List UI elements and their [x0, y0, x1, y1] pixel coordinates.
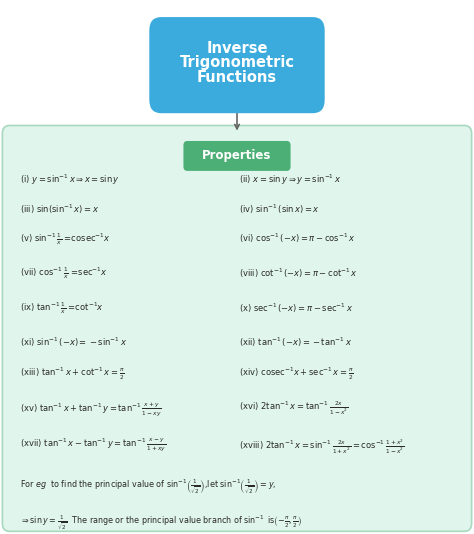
- Text: (i) $y = \sin^{-1}x \Rightarrow x = \sin y$: (i) $y = \sin^{-1}x \Rightarrow x = \sin…: [20, 173, 120, 187]
- Text: Properties: Properties: [202, 150, 272, 162]
- Text: (vi) $\cos^{-1}(-x) = \pi - \cos^{-1}x$: (vi) $\cos^{-1}(-x) = \pi - \cos^{-1}x$: [239, 232, 356, 245]
- Text: (iv) $\sin^{-1}(\sin x) = x$: (iv) $\sin^{-1}(\sin x) = x$: [239, 202, 320, 216]
- Text: (iii) $\sin(\sin^{-1}x) = x$: (iii) $\sin(\sin^{-1}x) = x$: [20, 202, 99, 216]
- Text: (xiii) $\tan^{-1}x + \cot^{-1}x = \frac{\pi}{2}$: (xiii) $\tan^{-1}x + \cot^{-1}x = \frac{…: [20, 365, 125, 382]
- Text: For $eg$  to find the principal value of $\sin^{-1}\!\left(\frac{1}{\sqrt{2}}\ri: For $eg$ to find the principal value of …: [20, 477, 276, 496]
- FancyBboxPatch shape: [149, 17, 325, 113]
- Text: (xv) $\tan^{-1}x + \tan^{-1}y = \tan^{-1}\frac{x+y}{1-xy}$: (xv) $\tan^{-1}x + \tan^{-1}y = \tan^{-1…: [20, 400, 162, 418]
- Text: (xvii) $\tan^{-1}x - \tan^{-1}y = \tan^{-1}\frac{x-y}{1+xy}$: (xvii) $\tan^{-1}x - \tan^{-1}y = \tan^{…: [20, 437, 166, 454]
- Text: (xvi) $2\tan^{-1}x = \tan^{-1}\frac{2x}{1-x^2}$: (xvi) $2\tan^{-1}x = \tan^{-1}\frac{2x}{…: [239, 400, 349, 418]
- Text: (ix) $\tan^{-1}\frac{1}{x}$ =cot$^{-1}x$: (ix) $\tan^{-1}\frac{1}{x}$ =cot$^{-1}x$: [20, 301, 104, 316]
- Text: (xi) $\sin^{-1}(-x) = -\sin^{-1}x$: (xi) $\sin^{-1}(-x) = -\sin^{-1}x$: [20, 336, 127, 349]
- Text: (xviii) $2\tan^{-1}x{=}\sin^{-1}\frac{2x}{1+x^2}{=}\cos^{-1}\frac{1+x^2}{1-x^2}$: (xviii) $2\tan^{-1}x{=}\sin^{-1}\frac{2x…: [239, 437, 405, 456]
- Text: Inverse: Inverse: [206, 41, 268, 56]
- Text: Functions: Functions: [197, 70, 277, 85]
- Text: (xii) $\tan^{-1}(-x) = -\tan^{-1}x$: (xii) $\tan^{-1}(-x) = -\tan^{-1}x$: [239, 336, 352, 349]
- Text: (vii) $\cos^{-1}\frac{1}{x}$ =sec$^{-1}x$: (vii) $\cos^{-1}\frac{1}{x}$ =sec$^{-1}x…: [20, 266, 108, 281]
- FancyBboxPatch shape: [183, 141, 291, 171]
- Text: (viii) $\cot^{-1}(-x) = \pi - \cot^{-1}x$: (viii) $\cot^{-1}(-x) = \pi - \cot^{-1}x…: [239, 266, 358, 280]
- Text: (ii) $x = \sin y \Rightarrow y = \sin^{-1}x$: (ii) $x = \sin y \Rightarrow y = \sin^{-…: [239, 173, 342, 187]
- Text: (xiv) cosec$^{-1}x + \sec^{-1}x = \frac{\pi}{2}$: (xiv) cosec$^{-1}x + \sec^{-1}x = \frac{…: [239, 365, 354, 382]
- Text: (x) $\sec^{-1}(-x) = \pi - \sec^{-1}x$: (x) $\sec^{-1}(-x) = \pi - \sec^{-1}x$: [239, 301, 354, 315]
- Text: Trigonometric: Trigonometric: [180, 55, 294, 70]
- FancyBboxPatch shape: [2, 125, 472, 531]
- Text: (v) $\sin^{-1}\frac{1}{x}$ =cosec$^{-1}x$: (v) $\sin^{-1}\frac{1}{x}$ =cosec$^{-1}x…: [20, 232, 111, 247]
- Text: $\Rightarrow \sin y = \frac{1}{\sqrt{2}}$  The range or the principal value bran: $\Rightarrow \sin y = \frac{1}{\sqrt{2}}…: [20, 514, 302, 532]
